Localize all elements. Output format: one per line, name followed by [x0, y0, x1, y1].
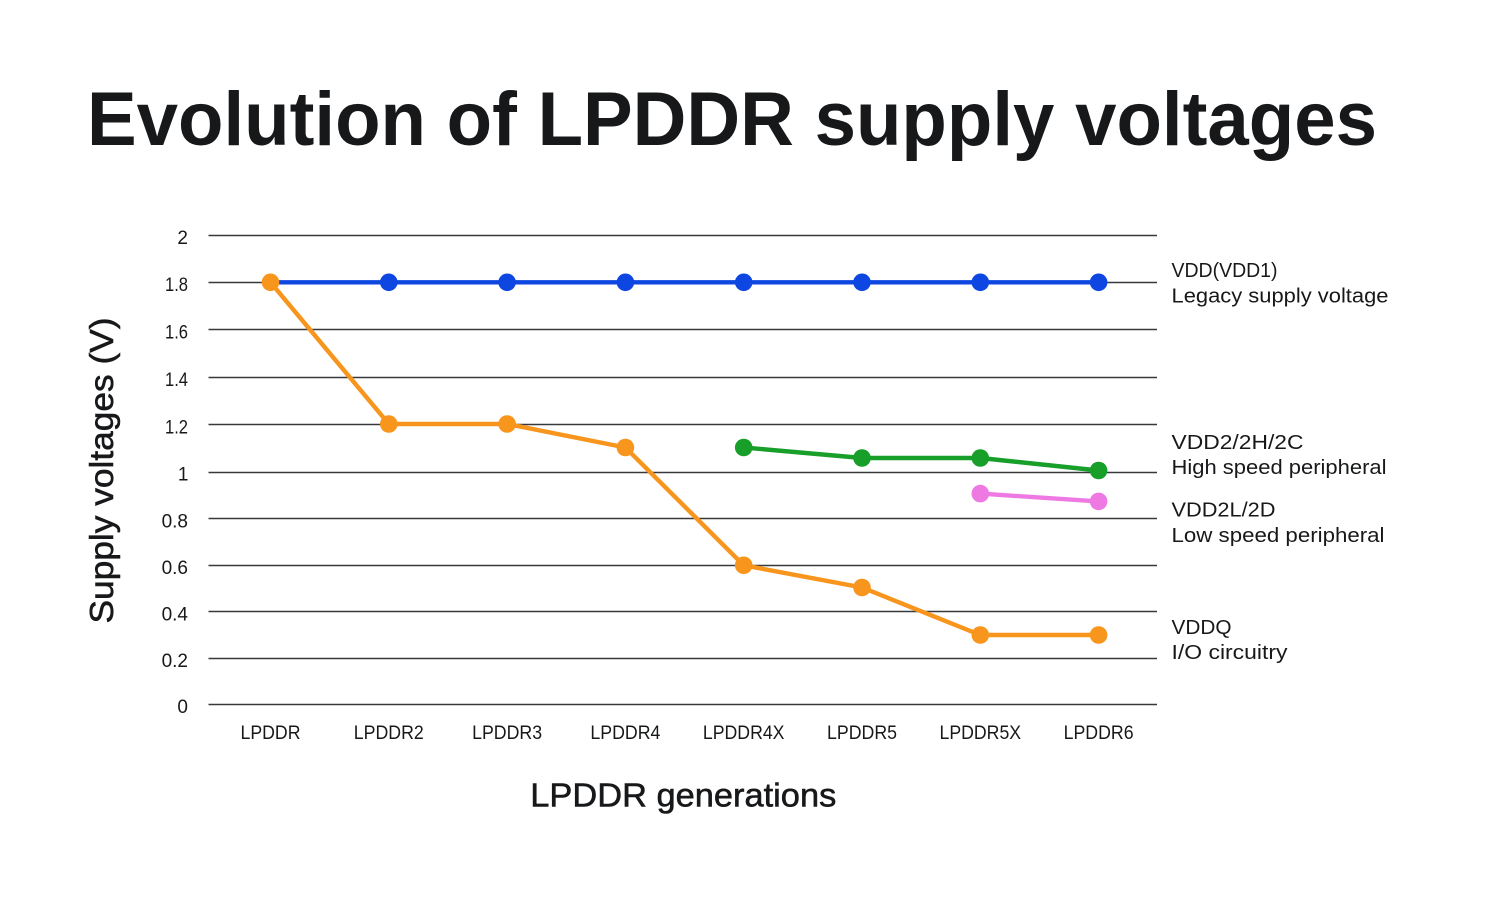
svg-text:LPDDR5: LPDDR5	[827, 723, 897, 744]
svg-text:1.2: 1.2	[165, 417, 188, 438]
svg-text:LPDDR4: LPDDR4	[590, 723, 660, 744]
svg-text:0.6: 0.6	[162, 558, 188, 579]
svg-text:0.2: 0.2	[162, 651, 188, 672]
svg-text:LPDDR3: LPDDR3	[472, 723, 542, 744]
svg-text:1.4: 1.4	[165, 370, 188, 391]
svg-text:0.8: 0.8	[162, 511, 188, 532]
svg-text:1.8: 1.8	[165, 275, 188, 296]
svg-text:2: 2	[177, 228, 188, 249]
svg-text:VDD2L/2D: VDD2L/2D	[1172, 500, 1276, 522]
svg-text:LPDDR: LPDDR	[241, 723, 301, 744]
svg-text:LPDDR generations: LPDDR generations	[530, 777, 836, 814]
svg-text:I/O circuitry: I/O circuitry	[1172, 642, 1288, 664]
svg-text:1: 1	[178, 465, 189, 486]
svg-text:0: 0	[177, 697, 188, 718]
svg-text:LPDDR5X: LPDDR5X	[940, 723, 1022, 744]
svg-text:LPDDR2: LPDDR2	[354, 723, 424, 744]
svg-text:Low speed peripheral: Low speed peripheral	[1172, 525, 1385, 547]
svg-text:LPDDR4X: LPDDR4X	[703, 723, 785, 744]
svg-text:1.6: 1.6	[165, 322, 188, 343]
svg-text:VDD(VDD1): VDD(VDD1)	[1172, 260, 1278, 282]
svg-text:Legacy supply voltage: Legacy supply voltage	[1172, 286, 1389, 308]
svg-text:LPDDR6: LPDDR6	[1064, 723, 1134, 744]
svg-text:High speed peripheral: High speed peripheral	[1172, 457, 1387, 479]
svg-text:VDD2/2H/2C: VDD2/2H/2C	[1172, 432, 1304, 454]
svg-text:Evolution of LPDDR supply volt: Evolution of LPDDR supply voltages	[87, 77, 1377, 162]
svg-text:Supply voltages (V): Supply voltages (V)	[83, 318, 120, 624]
svg-text:0.4: 0.4	[162, 604, 189, 625]
svg-text:VDDQ: VDDQ	[1172, 617, 1232, 639]
